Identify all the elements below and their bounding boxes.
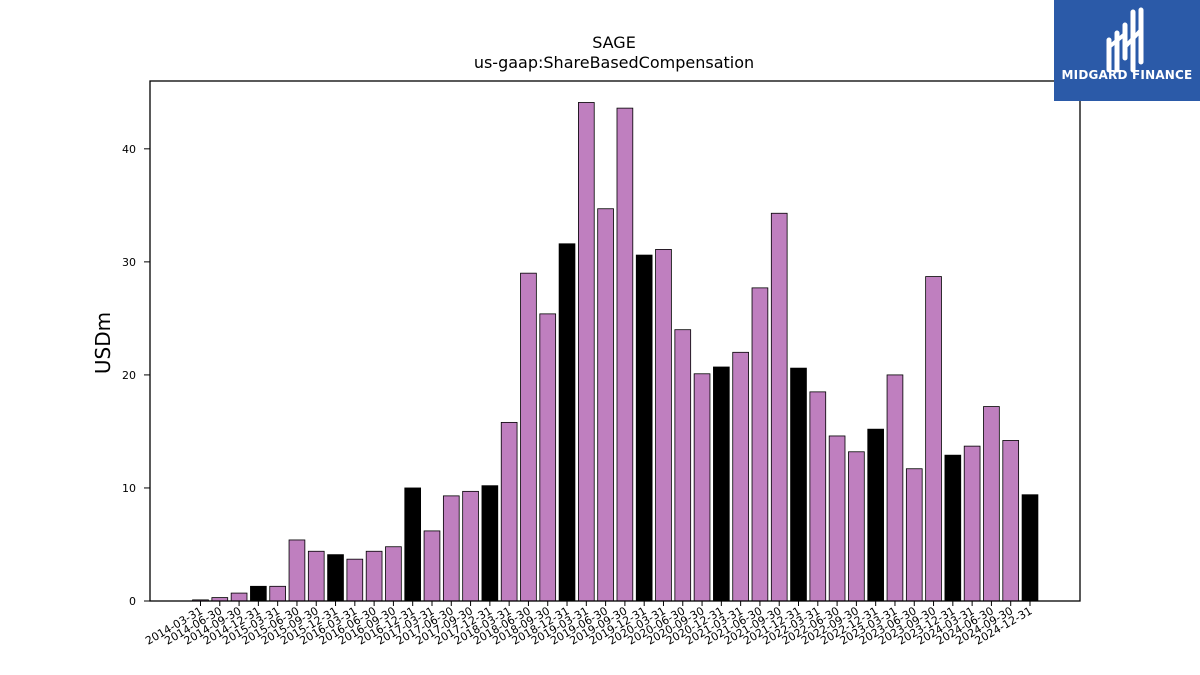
bar-2016-03-31 — [346, 558, 364, 602]
bar-2024-03-31 — [963, 445, 981, 602]
bar-2015-12-31 — [327, 554, 344, 602]
bar-2019-06-30 — [597, 208, 614, 602]
bar-2021-03-31 — [732, 351, 749, 602]
bar-2017-09-30 — [462, 490, 479, 602]
y-tick-label: 30 — [122, 256, 136, 269]
bar-2024-06-30 — [983, 406, 1000, 602]
logo-text: MIDGARD FINANCE — [1061, 68, 1193, 82]
bar-2018-06-30 — [520, 272, 537, 602]
bar-2015-06-30 — [288, 539, 306, 602]
bar-2022-12-31 — [867, 428, 884, 602]
bar-2022-09-30 — [848, 451, 865, 602]
bar-2022-03-31 — [809, 391, 827, 602]
bar-2018-03-31 — [500, 421, 518, 602]
bar-2023-12-31 — [944, 454, 962, 602]
y-axis-label: USDm — [91, 312, 115, 374]
y-tick-label: 10 — [122, 482, 136, 495]
bar-2016-12-31 — [404, 487, 422, 602]
bar-2016-06-30 — [365, 550, 383, 602]
brand-logo: MIDGARD FINANCE — [1054, 0, 1200, 101]
bar-2022-06-30 — [828, 435, 846, 602]
bar-2018-12-31 — [558, 243, 576, 602]
bar-2020-06-30 — [674, 329, 692, 602]
bar-2021-12-31 — [790, 367, 807, 602]
bar-2014-12-31 — [250, 585, 267, 602]
y-tick-label: 0 — [129, 595, 136, 608]
bar-2019-09-30 — [616, 107, 634, 602]
bar-2024-12-31 — [1021, 494, 1039, 602]
bar-2019-03-31 — [578, 102, 595, 602]
bar-2019-12-31 — [635, 254, 653, 602]
bar-2020-03-31 — [655, 249, 672, 602]
x-axis-ticks: 2014-03-312014-06-302014-09-302014-12-31… — [143, 601, 1035, 648]
bars-group — [192, 102, 1039, 602]
bar-2015-09-30 — [307, 550, 325, 602]
bar-2024-09-30 — [1002, 440, 1020, 602]
bar-2023-03-31 — [886, 374, 904, 602]
bar-2020-12-31 — [713, 366, 730, 602]
y-axis-ticks: 0 10 20 30 40 — [122, 143, 150, 608]
bar-2015-03-31 — [269, 585, 286, 602]
bar-2014-09-30 — [230, 592, 248, 602]
plot-frame — [149, 80, 1081, 602]
y-tick-label: 20 — [122, 369, 136, 382]
bar-2021-06-30 — [751, 287, 769, 602]
bar-2023-09-30 — [925, 276, 942, 602]
bar-2021-09-30 — [770, 212, 788, 602]
bar-2017-03-31 — [423, 530, 441, 602]
logo-mark-icon — [1106, 7, 1144, 73]
chart-subtitle: us-gaap:ShareBasedCompensation — [474, 53, 754, 72]
chart-title: SAGE — [592, 33, 636, 52]
bar-2016-09-30 — [385, 546, 402, 602]
bar-2018-09-30 — [539, 313, 557, 602]
bar-2023-06-30 — [905, 468, 923, 602]
bar-2017-12-31 — [481, 485, 499, 602]
bar-2020-09-30 — [693, 373, 711, 602]
bar-2017-06-30 — [442, 495, 460, 602]
y-tick-label: 40 — [122, 143, 136, 156]
